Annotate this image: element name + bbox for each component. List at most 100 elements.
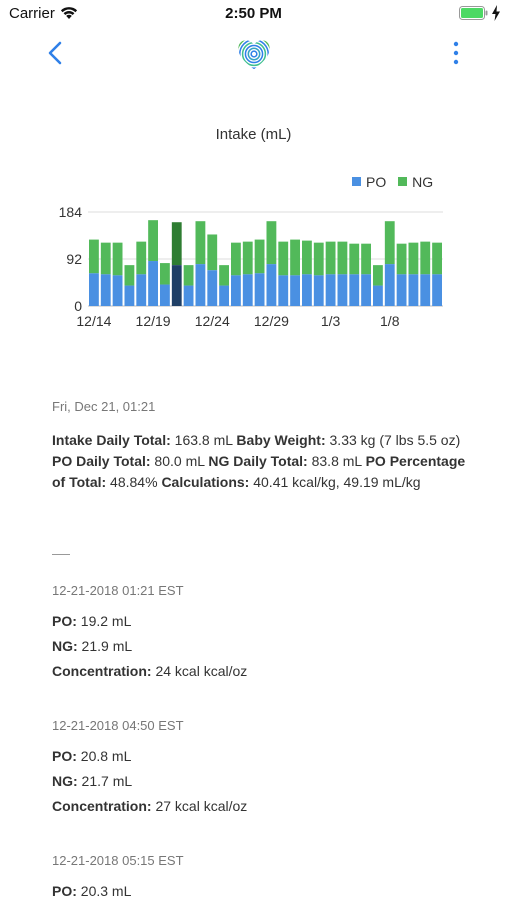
bar-ng [242,241,253,275]
po-label: PO: [52,883,77,899]
entry-concentration: Concentration: 27 kcal kcal/oz [52,796,472,816]
bar-po [89,273,99,306]
bar-po [124,285,135,306]
po-percentage-label: PO Percentage of Total: [52,453,466,490]
po-value: 20.3 mL [76,883,132,899]
bar-po [373,285,383,306]
bar-ng [254,239,265,274]
feeding-entry: 12-21-2018 05:15 EST PO: 20.3 mL [52,853,472,900]
fingerprint-heart-logo [238,40,270,70]
ng-label: NG: [52,773,78,789]
entry-po: PO: 19.2 mL [52,611,472,631]
chart-title: Intake (mL) [215,126,292,143]
concentration-label: Concentration: [52,798,152,814]
bar-po [136,274,147,306]
bar-ng [219,265,229,286]
bar-po [266,264,277,306]
legend-label-po: PO [366,174,387,190]
bar-ng [396,243,407,275]
carrier-label: Carrier [9,5,55,22]
more-options-button[interactable] [446,38,466,68]
bar-ng [183,265,194,286]
back-button[interactable] [40,38,70,68]
legend-swatch-po [352,177,361,186]
bar-po [337,274,348,306]
entry-timestamp: 12-21-2018 05:15 EST [52,853,184,868]
x-tick-label: 12/24 [195,313,230,329]
y-tick-label: 0 [74,298,82,314]
bar-ng [384,221,395,265]
baby-weight-label: Baby Weight: [236,432,326,448]
bar-ng [195,221,206,265]
concentration-value: 27 kcal kcal/oz [151,798,248,814]
wifi-icon [60,7,78,19]
bar-po [278,275,289,306]
bar-po [384,264,395,306]
legend-item-po: PO [352,174,386,190]
legend-label-ng: NG [412,174,434,190]
bar-ng [266,221,277,265]
bar-po [183,285,194,306]
bar-po [219,285,229,306]
ng-total-value: 83.8 mL [307,453,366,469]
entry-timestamp: 12-21-2018 04:50 EST [52,718,184,733]
selected-date: Fri, Dec 21, 01:21 [52,399,156,414]
bar-ng [112,242,123,276]
bar-ng [361,243,371,275]
bar-ng [171,222,182,266]
bar-po [171,265,182,306]
legend-item-ng: NG [398,174,433,190]
x-tick-label: 1/3 [321,313,341,329]
bar-ng [231,242,241,276]
bar-ng [124,265,135,286]
po-value: 20.8 mL [76,748,132,764]
po-total-label: PO Daily Total: [52,453,151,469]
daily-summary: Intake Daily Total: 163.8 mL Baby Weight… [52,430,472,493]
ng-total-label: NG Daily Total: [208,453,308,469]
po-label: PO: [52,613,77,629]
status-bar: Carrier 2:50 PM [0,0,507,28]
po-label: PO: [52,748,77,764]
bar-ng [408,242,419,275]
bar-po [313,275,324,306]
bar-po [242,274,253,306]
intake-total-label: Intake Daily Total: [52,432,171,448]
battery-icon [459,6,488,20]
bar-po [290,275,300,306]
bar-po [396,274,407,306]
entry-ng: NG: 21.7 mL [52,771,472,791]
bar-ng [420,241,431,275]
navigation-bar [0,28,507,80]
x-tick-label: 12/19 [136,313,171,329]
entry-timestamp: 12-21-2018 01:21 EST [52,583,184,598]
bar-po [195,264,206,306]
bar-ng [100,242,111,275]
bar-ng [373,265,383,286]
x-tick-label: 12/14 [76,313,111,329]
bar-ng [290,239,300,276]
bar-po [254,273,265,306]
concentration-value: 24 kcal kcal/oz [151,663,248,679]
bar-po [100,274,111,306]
calculations-label: Calculations: [161,474,250,490]
po-total-value: 80.0 mL [150,453,209,469]
chart-legend: PO NG [352,174,441,190]
baby-weight-value: 3.33 kg (7 lbs 5.5 oz) [325,432,461,448]
bar-po [325,274,336,306]
intake-bar-chart[interactable]: 0 92 184 12/14 12/19 12/24 12/29 1/3 1/8 [40,198,450,330]
intake-total-value: 163.8 mL [170,432,237,448]
entry-ng: NG: 21.9 mL [52,636,472,656]
bar-ng [148,220,158,262]
bar-po [112,275,123,306]
po-percentage-value: 48.84% [106,474,162,490]
bar-po [148,261,158,306]
concentration-label: Concentration: [52,663,152,679]
feeding-entry: 12-21-2018 04:50 EST PO: 20.8 mL NG: 21.… [52,718,472,821]
ng-value: 21.7 mL [77,773,133,789]
legend-swatch-ng [398,177,408,186]
charging-bolt-icon [492,5,500,21]
entry-po: PO: 20.8 mL [52,746,472,766]
bar-po [361,274,371,306]
section-divider [52,554,70,555]
bar-ng [302,240,312,275]
